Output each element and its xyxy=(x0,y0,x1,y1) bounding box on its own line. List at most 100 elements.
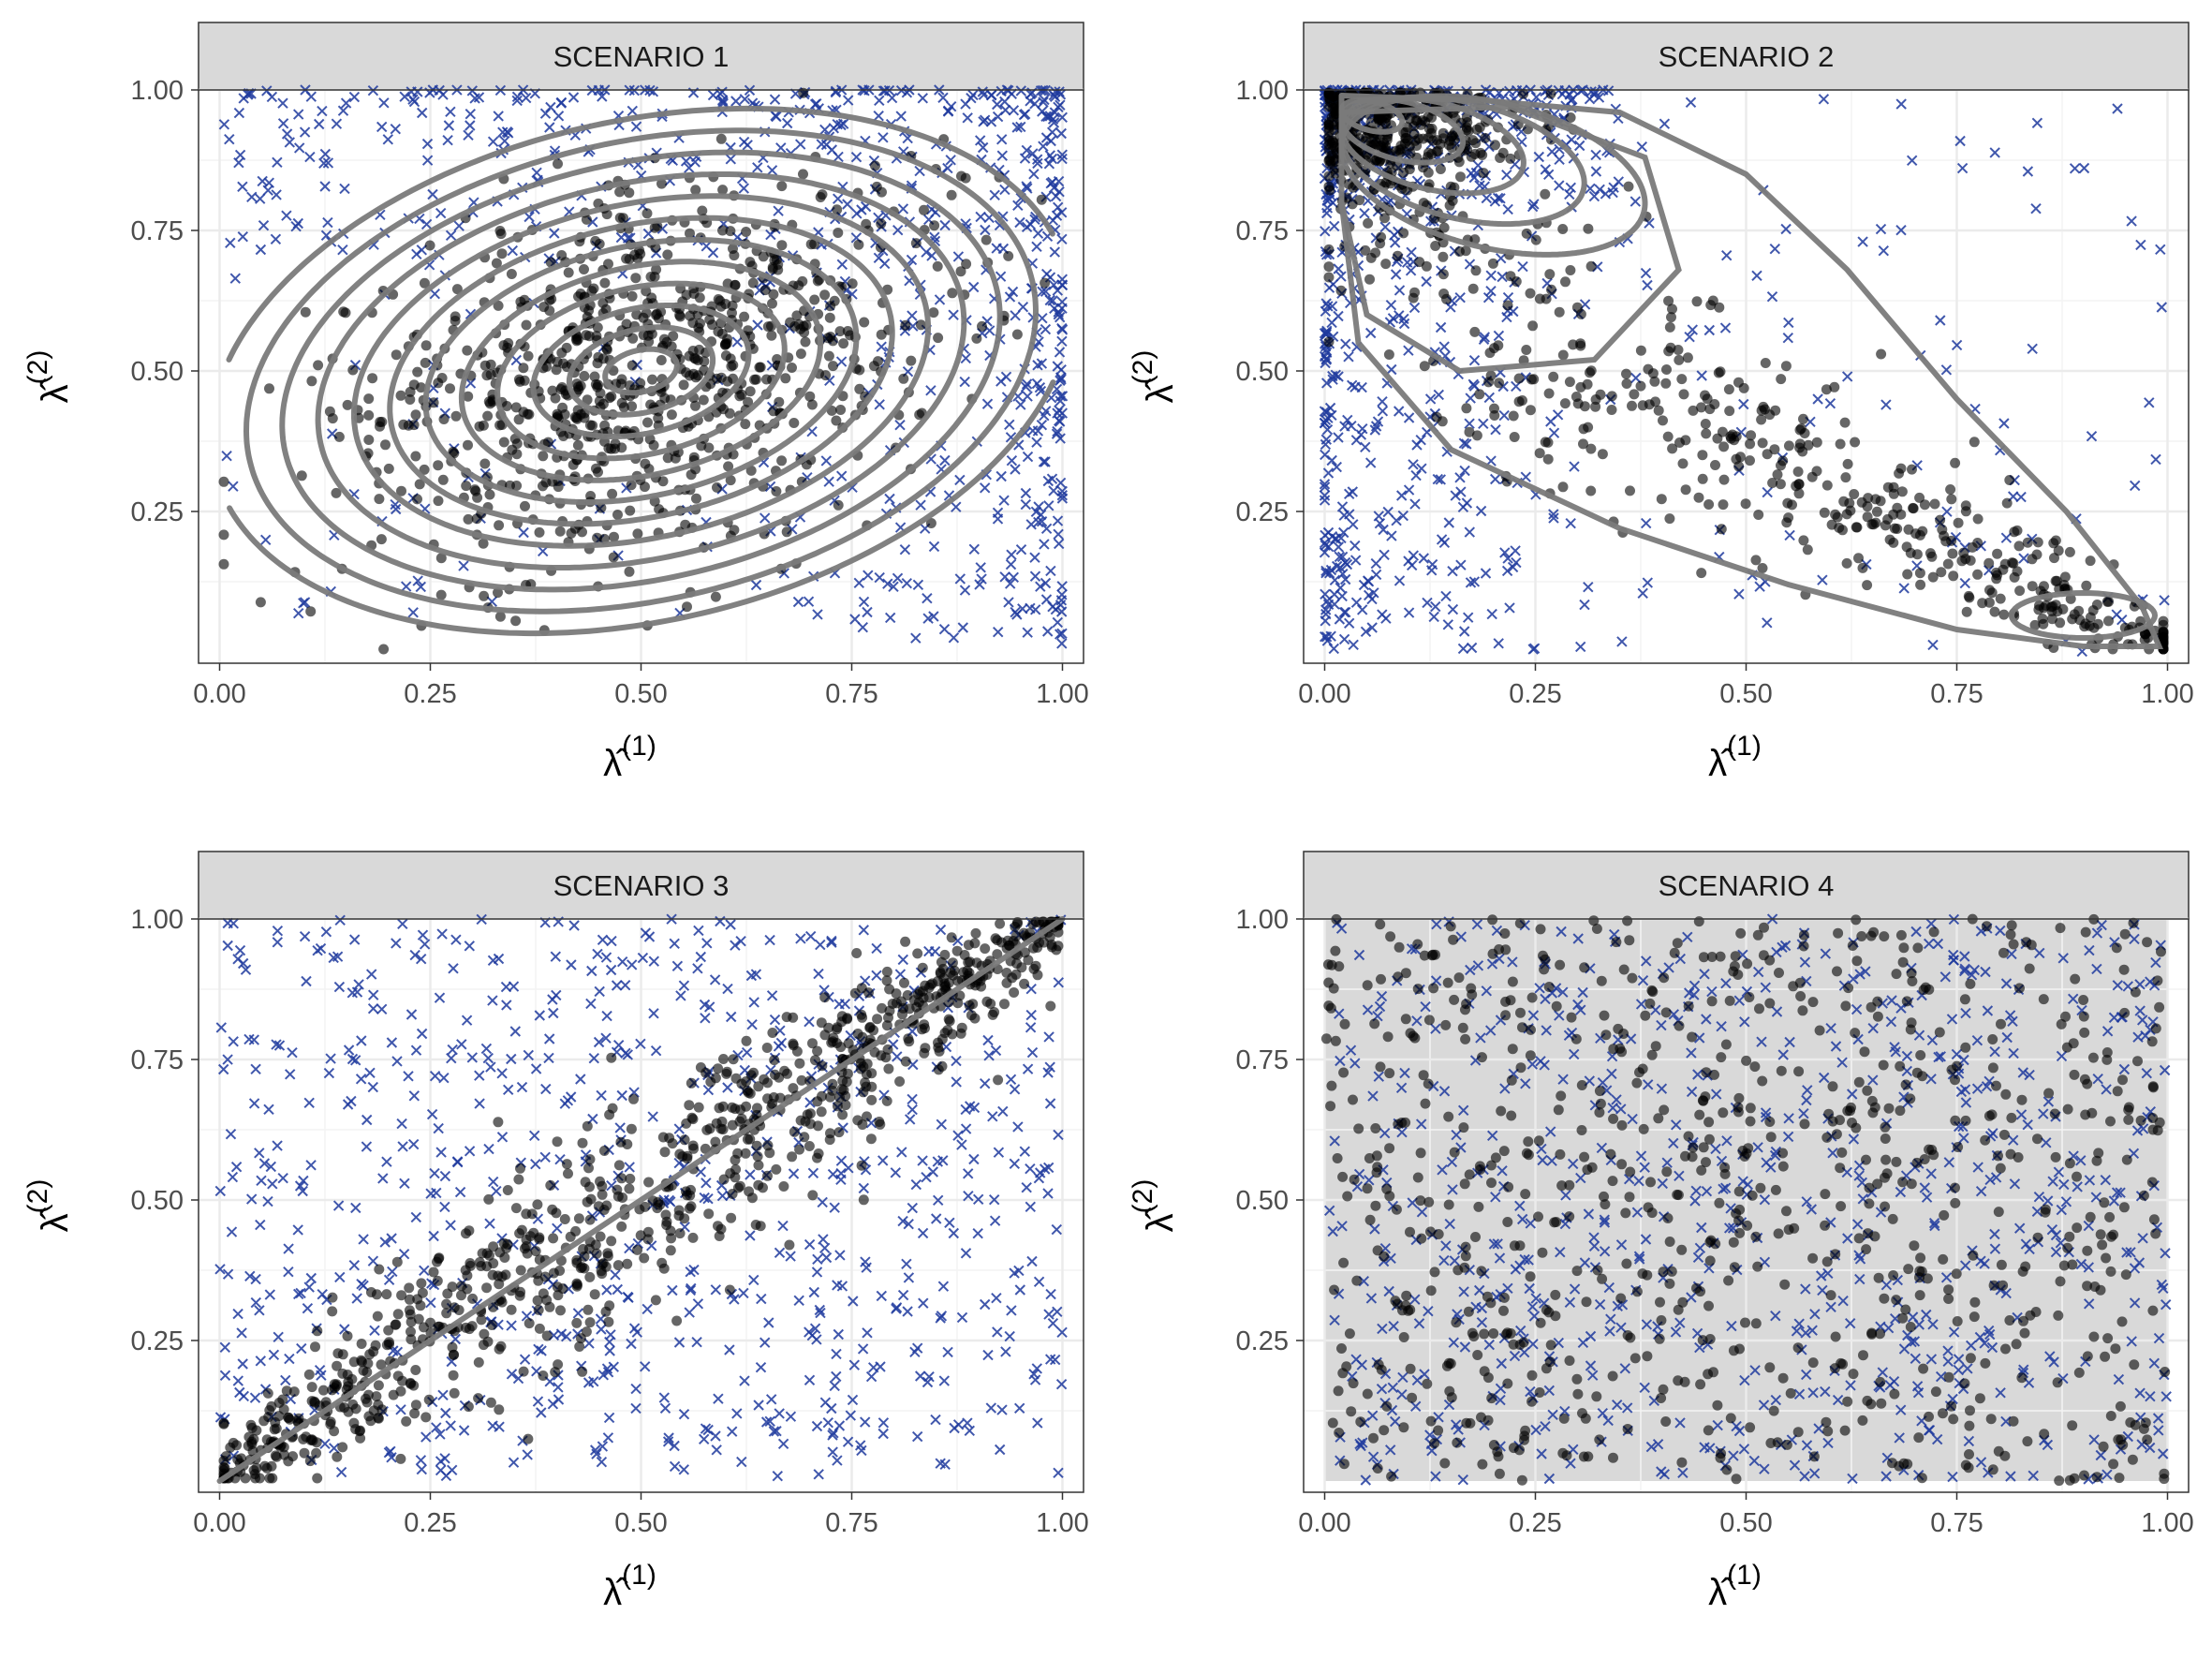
cross-point xyxy=(1032,228,1044,239)
circle-point xyxy=(969,938,981,949)
circle-point xyxy=(653,413,664,423)
cross-point xyxy=(376,121,388,133)
panel-scenario-2: SCENARIO 20.00 0.25 0.50 0.75 1.000.250.500.… xyxy=(1128,22,2194,784)
circle-point xyxy=(581,1326,592,1338)
circle-point xyxy=(584,420,596,431)
circle-point xyxy=(1494,378,1505,389)
cross-point xyxy=(835,470,848,481)
circle-point xyxy=(884,984,895,995)
circle-point xyxy=(1534,293,1545,304)
circle-point xyxy=(1992,548,2003,559)
cross-point xyxy=(1010,310,1021,321)
circle-point xyxy=(337,1368,348,1379)
circle-point xyxy=(684,350,695,362)
circle-point xyxy=(449,1387,460,1399)
cross-point xyxy=(976,573,987,585)
circle-point xyxy=(717,225,728,236)
cross-point xyxy=(816,139,827,150)
circle-point xyxy=(337,1442,348,1453)
circle-point xyxy=(977,320,987,332)
circle-point xyxy=(251,1425,262,1436)
circle-point xyxy=(759,285,771,296)
circle-point xyxy=(493,587,503,599)
facet-title: SCENARIO 1 xyxy=(553,40,730,73)
circle-point xyxy=(240,1473,251,1484)
circle-point xyxy=(1787,499,1797,511)
cross-point xyxy=(1019,153,1031,164)
cross-point xyxy=(942,162,953,174)
circle-point xyxy=(875,1118,886,1130)
circle-point xyxy=(579,371,590,381)
cross-point xyxy=(270,233,282,245)
cross-point xyxy=(1025,519,1037,530)
circle-point xyxy=(409,1408,420,1419)
circle-point xyxy=(583,1163,594,1174)
circle-point xyxy=(433,460,444,471)
circle-point xyxy=(1399,138,1410,149)
x-tick-label: 0.00 xyxy=(193,679,245,709)
circle-point xyxy=(829,295,840,306)
y-tick-label: 1.00 xyxy=(1236,76,1289,106)
circle-point xyxy=(1977,598,1988,609)
circle-point xyxy=(919,204,929,215)
circle-point xyxy=(1697,473,1708,484)
circle-point xyxy=(218,476,229,487)
circle-point xyxy=(548,1233,559,1244)
circle-point xyxy=(1489,410,1500,421)
circle-point xyxy=(1889,523,1900,534)
cross-point xyxy=(1052,515,1064,526)
circle-point xyxy=(1621,378,1632,389)
cross-point xyxy=(1053,101,1064,113)
circle-point xyxy=(312,1473,323,1484)
circle-point xyxy=(1811,437,1822,448)
circle-point xyxy=(1363,217,1374,229)
circle-point xyxy=(2091,600,2102,610)
cross-point xyxy=(299,126,311,138)
circle-point xyxy=(1461,403,1472,414)
circle-point xyxy=(1819,507,1830,518)
circle-point xyxy=(1036,194,1047,205)
circle-point xyxy=(762,321,774,333)
cross-point xyxy=(421,138,434,150)
circle-point xyxy=(838,338,849,349)
circle-point xyxy=(1009,987,1020,998)
circle-point xyxy=(420,1412,432,1423)
panel-scenario-1: SCENARIO 10.00 0.25 0.50 0.75 1.000.250.500.… xyxy=(22,22,1089,784)
circle-point xyxy=(617,1192,628,1203)
cross-point xyxy=(537,545,549,557)
circle-point xyxy=(397,1375,408,1386)
cross-point xyxy=(277,118,289,129)
circle-point xyxy=(774,396,785,407)
circle-point xyxy=(522,408,533,420)
circle-point xyxy=(482,1336,494,1347)
cross-point xyxy=(832,193,844,204)
circle-point xyxy=(547,1204,558,1215)
circle-point xyxy=(1027,919,1039,929)
circle-point xyxy=(374,1264,385,1275)
circle-point xyxy=(1585,443,1597,454)
circle-point xyxy=(1839,417,1851,428)
circle-point xyxy=(1678,389,1689,400)
circle-point xyxy=(719,339,730,350)
circle-point xyxy=(361,1367,373,1378)
facet-title: SCENARIO 2 xyxy=(1659,40,1835,73)
circle-point xyxy=(794,1058,805,1069)
cross-point xyxy=(752,319,763,331)
circle-point xyxy=(827,335,838,347)
cross-point xyxy=(1049,91,1061,103)
circle-point xyxy=(1583,223,1594,234)
circle-point xyxy=(2058,580,2070,590)
circle-point xyxy=(1635,380,1646,392)
circle-point xyxy=(703,1208,715,1220)
cross-point xyxy=(725,154,737,165)
circle-point xyxy=(876,1050,887,1061)
circle-point xyxy=(1972,569,1983,580)
cross-point xyxy=(858,596,870,608)
cross-point xyxy=(254,193,266,204)
cross-point xyxy=(1056,589,1068,600)
circle-point xyxy=(519,375,530,386)
circle-point xyxy=(647,374,657,385)
circle-point xyxy=(1621,368,1631,379)
cross-point xyxy=(293,142,305,154)
circle-point xyxy=(584,1271,596,1282)
